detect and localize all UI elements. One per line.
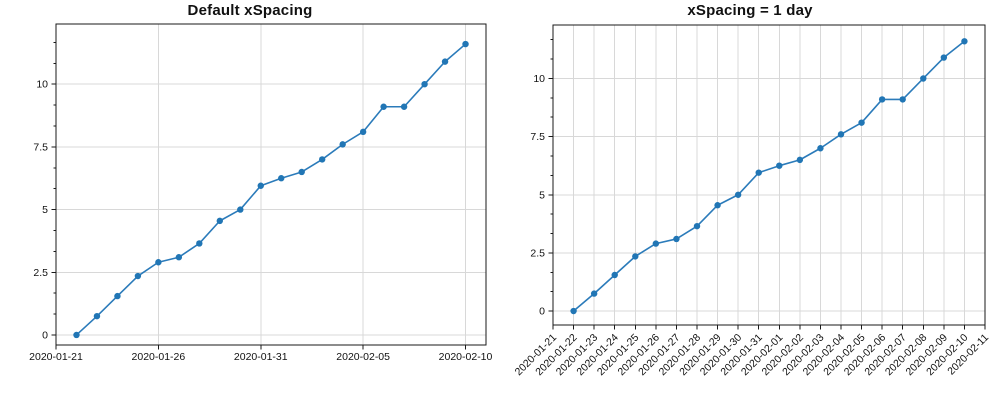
data-point-marker xyxy=(400,103,408,110)
data-point-marker xyxy=(257,182,264,189)
axis-ticks xyxy=(548,39,986,330)
line-chart-1day-xspacing: 2020-01-212020-01-222020-01-232020-01-24… xyxy=(513,24,992,378)
data-point-marker xyxy=(175,254,183,261)
data-point-marker xyxy=(73,331,80,339)
y-tick-label: 7.5 xyxy=(530,131,545,143)
y-tick-label: 2.5 xyxy=(33,267,48,279)
data-point-marker xyxy=(796,156,804,164)
data-point-marker xyxy=(318,156,326,163)
tick-labels: 2020-01-212020-01-222020-01-232020-01-24… xyxy=(513,73,992,378)
series-line xyxy=(75,43,467,336)
axis-ticks xyxy=(51,41,467,350)
y-tick-label: 10 xyxy=(36,79,48,91)
data-point-marker xyxy=(611,271,618,279)
x-tick-label: 2020-01-26 xyxy=(132,351,186,363)
data-point-marker xyxy=(216,217,224,225)
data-point-marker xyxy=(441,58,449,65)
data-point-marker xyxy=(339,141,346,148)
data-point-marker xyxy=(421,80,428,88)
y-tick-label: 5 xyxy=(42,204,48,216)
data-point-marker xyxy=(632,253,639,260)
plot-spines xyxy=(552,24,986,326)
y-tick-label: 10 xyxy=(533,73,545,85)
y-tick-label: 5 xyxy=(539,189,545,201)
data-point-marker xyxy=(837,131,845,138)
data-point-marker xyxy=(899,96,906,103)
x-tick-label: 2020-01-21 xyxy=(29,351,83,363)
data-point-marker xyxy=(755,169,762,176)
data-point-marker xyxy=(93,312,101,320)
data-point-marker xyxy=(462,40,469,48)
panel-default-xspacing: Default xSpacing 2020-01-21 2020-01-26 202… xyxy=(29,2,493,363)
data-point-marker xyxy=(570,307,577,315)
chart-title-left: Default xSpacing xyxy=(187,2,313,19)
y-tick-label: 0 xyxy=(539,306,545,318)
series-markers xyxy=(570,38,968,315)
data-point-marker xyxy=(940,54,948,61)
data-point-marker xyxy=(920,75,927,82)
tick-labels: 2020-01-21 2020-01-26 2020-01-31 2020-02-05… xyxy=(29,79,492,363)
data-point-marker xyxy=(298,168,305,176)
data-point-marker xyxy=(134,272,142,280)
data-point-marker xyxy=(359,128,367,136)
y-tick-label: 7.5 xyxy=(33,141,48,153)
data-point-marker xyxy=(380,103,387,110)
data-point-marker xyxy=(693,222,701,230)
data-point-marker xyxy=(776,162,783,169)
x-tick-label: 2020-02-05 xyxy=(336,351,390,363)
panel-1day-xspacing: xSpacing = 1 day 2020-01-21 2020-01-22 202… xyxy=(500,0,1000,400)
x-tick-label: 2020-01-31 xyxy=(234,351,288,363)
data-point-marker xyxy=(858,119,865,126)
data-point-marker xyxy=(714,202,721,209)
data-point-marker xyxy=(114,292,121,300)
data-point-marker xyxy=(155,259,162,266)
data-point-marker xyxy=(734,191,742,198)
chart-title-right: xSpacing = 1 day xyxy=(687,2,813,19)
data-point-marker xyxy=(673,235,680,243)
x-tick-label: 2020-02-10 xyxy=(439,351,493,363)
y-tick-label: 2.5 xyxy=(530,247,545,259)
data-point-marker xyxy=(590,290,598,297)
data-point-marker xyxy=(196,240,203,247)
series-markers xyxy=(73,40,469,339)
series-line xyxy=(572,40,966,312)
plot-spines xyxy=(55,23,487,346)
data-point-marker xyxy=(652,240,660,247)
data-point-marker xyxy=(878,96,886,103)
data-point-marker xyxy=(817,145,824,152)
data-point-marker xyxy=(237,206,244,213)
data-point-marker xyxy=(278,175,285,182)
line-chart-default-xspacing: 2020-01-21 2020-01-26 2020-01-31 2020-02-05… xyxy=(29,23,493,363)
gridlines xyxy=(552,25,986,325)
data-point-marker xyxy=(961,38,968,45)
y-tick-label: 0 xyxy=(42,329,48,341)
